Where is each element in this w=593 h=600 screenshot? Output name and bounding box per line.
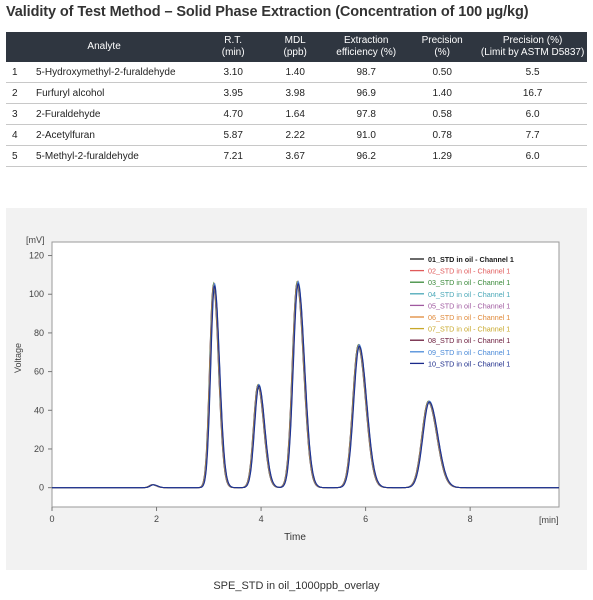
- table-cell-no: 5: [6, 145, 34, 167]
- table-cell-analyte: Furfuryl alcohol: [34, 82, 203, 104]
- x-unit-label: [min]: [539, 515, 559, 525]
- legend-entry: 10_STD in oil - Channel 1: [428, 359, 510, 368]
- table-cell-analyte: 5-Hydroxymethyl-2-furaldehyde: [34, 62, 203, 83]
- legend-entry: 01_STD in oil - Channel 1: [428, 255, 514, 264]
- x-tick-label: 8: [468, 514, 473, 524]
- legend-entry: 03_STD in oil - Channel 1: [428, 278, 510, 287]
- table-cell-rt: 5.87: [202, 124, 265, 146]
- table-cell-eff: 98.7: [326, 62, 407, 83]
- legend-entry: 04_STD in oil - Channel 1: [428, 290, 510, 299]
- y-tick-label: 100: [29, 289, 44, 299]
- table-cell-prec: 0.58: [406, 103, 479, 125]
- chart-panel: [mV] [min] Voltage Time 0 20 40 60 80 100 120 0…: [6, 208, 587, 570]
- header-extraction: Extraction efficiency (%): [326, 32, 407, 62]
- table-row: 3 2-Furaldehyde 4.70 1.64 97.8 0.58 6.0: [6, 103, 587, 125]
- table-cell-limit: 7.7: [478, 124, 587, 146]
- header-rt: R.T. (min): [202, 32, 265, 62]
- table-cell-analyte: 5-Methyl-2-furaldehyde: [34, 145, 203, 167]
- header-precision-limit: Precision (%) (Limit by ASTM D5837): [478, 32, 587, 62]
- y-tick-label: 80: [34, 328, 44, 338]
- table-cell-limit: 6.0: [478, 103, 587, 125]
- table-cell-mdl: 2.22: [264, 124, 327, 146]
- series-line: [52, 282, 559, 489]
- table-row: 2 Furfuryl alcohol 3.95 3.98 96.9 1.40 16.7: [6, 82, 587, 104]
- x-tick-label: 4: [259, 514, 264, 524]
- table-cell-eff: 97.8: [326, 103, 407, 125]
- table-cell-mdl: 3.98: [264, 82, 327, 104]
- legend-entry: 09_STD in oil - Channel 1: [428, 348, 510, 357]
- x-tick-label: 6: [363, 514, 368, 524]
- table-cell-prec: 0.50: [406, 62, 479, 83]
- x-tick-label: 2: [154, 514, 159, 524]
- table-header-row: Analyte R.T. (min) MDL (ppb) Extraction eff…: [6, 32, 587, 62]
- table-cell-limit: 16.7: [478, 82, 587, 104]
- table-cell-prec: 1.29: [406, 145, 479, 167]
- table-cell-rt: 4.70: [202, 103, 265, 125]
- legend-entry: 06_STD in oil - Channel 1: [428, 313, 510, 322]
- table-cell-rt: 7.21: [202, 145, 265, 167]
- table-cell-mdl: 1.40: [264, 62, 327, 83]
- x-axis-label: Time: [284, 532, 306, 543]
- header-analyte: Analyte: [6, 32, 203, 62]
- header-precision: Precision (%): [406, 32, 479, 62]
- legend-entry: 05_STD in oil - Channel 1: [428, 301, 510, 310]
- table-cell-analyte: 2-Acetylfuran: [34, 124, 203, 146]
- table-cell-eff: 96.9: [326, 82, 407, 104]
- page-title: Validity of Test Method – Solid Phase Ex…: [6, 4, 529, 20]
- table-cell-prec: 1.40: [406, 82, 479, 104]
- table-cell-mdl: 1.64: [264, 103, 327, 125]
- table-cell-eff: 91.0: [326, 124, 407, 146]
- legend-entry: 08_STD in oil - Channel 1: [428, 336, 510, 345]
- y-tick-label: 0: [39, 483, 44, 493]
- table-cell-rt: 3.95: [202, 82, 265, 104]
- x-tick-label: 0: [49, 514, 54, 524]
- table-cell-mdl: 3.67: [264, 145, 327, 167]
- table-cell-prec: 0.78: [406, 124, 479, 146]
- results-table: Analyte R.T. (min) MDL (ppb) Extraction eff…: [6, 32, 587, 167]
- legend-entry: 07_STD in oil - Channel 1: [428, 325, 510, 334]
- legend-entry: 02_STD in oil - Channel 1: [428, 267, 510, 276]
- y-tick-label: 60: [34, 367, 44, 377]
- table-row: 5 5-Methyl-2-furaldehyde 7.21 3.67 96.2 1.29 6…: [6, 145, 587, 167]
- table-cell-limit: 6.0: [478, 145, 587, 167]
- figure-caption: SPE_STD in oil_1000ppb_overlay: [213, 580, 380, 592]
- y-unit-label: [mV]: [26, 235, 45, 245]
- y-tick-label: 40: [34, 405, 44, 415]
- table-cell-limit: 5.5: [478, 62, 587, 83]
- table-cell-no: 4: [6, 124, 34, 146]
- table-cell-no: 3: [6, 103, 34, 125]
- chromatogram-chart: [mV] [min] Voltage Time 0204060801001200…: [13, 235, 560, 543]
- table-cell-no: 2: [6, 82, 34, 104]
- table-row: 1 5-Hydroxymethyl-2-furaldehyde 3.10 1.40 98…: [6, 62, 587, 83]
- header-mdl: MDL (ppb): [264, 32, 327, 62]
- table-cell-rt: 3.10: [202, 62, 265, 83]
- table-cell-analyte: 2-Furaldehyde: [34, 103, 203, 125]
- table-row: 4 2-Acetylfuran 5.87 2.22 91.0 0.78 7.7: [6, 124, 587, 146]
- table-cell-eff: 96.2: [326, 145, 407, 167]
- y-tick-label: 120: [29, 251, 44, 261]
- y-axis-label: Voltage: [13, 343, 23, 373]
- table-cell-no: 1: [6, 62, 34, 83]
- y-tick-label: 20: [34, 444, 44, 454]
